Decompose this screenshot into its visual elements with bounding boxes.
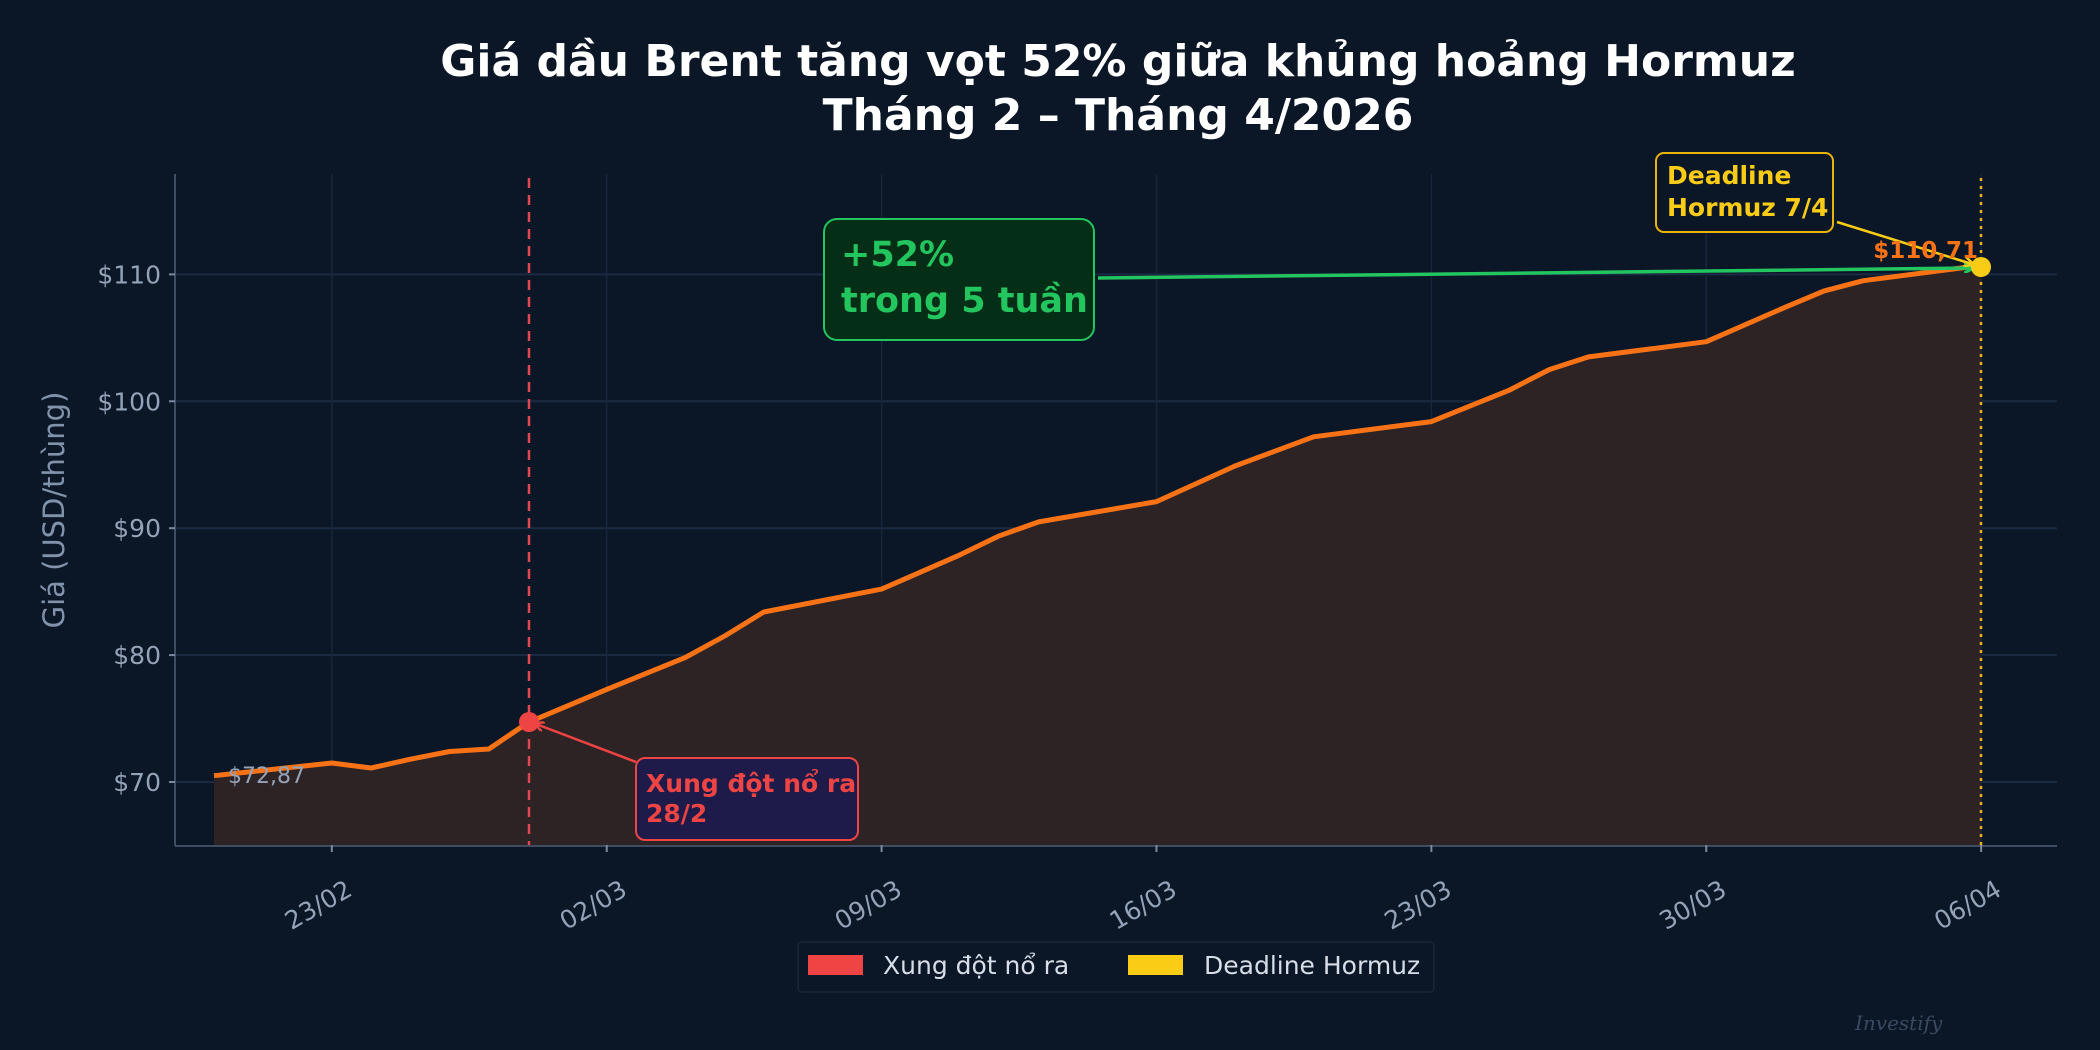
- x-tick-label: 23/03: [1379, 874, 1456, 935]
- start-value-label: $72,87: [228, 764, 305, 789]
- svg-text:Xung đột nổ ra: Xung đột nổ ra: [646, 768, 856, 798]
- svg-text:trong 5 tuần: trong 5 tuần: [841, 280, 1088, 321]
- svg-text:Deadline Hormuz: Deadline Hormuz: [1204, 951, 1420, 980]
- chart-subtitle: Tháng 2 – Tháng 4/2026: [823, 90, 1414, 141]
- legend-item-conflict: Xung đột nổ ra: [808, 951, 1069, 980]
- conflict-arrow: [536, 724, 637, 764]
- legend: Xung đột nổ ra Deadline Hormuz: [797, 941, 1435, 993]
- deadline-arrow: [1836, 220, 1972, 264]
- y-tick-label: $110: [97, 260, 161, 289]
- conflict-annotation: Xung đột nổ ra 28/2: [635, 757, 859, 841]
- end-value-label: $110,71: [1873, 238, 1978, 264]
- svg-text:+52%: +52%: [841, 235, 954, 275]
- svg-text:Deadline: Deadline: [1667, 161, 1791, 190]
- y-axis-label: Giá (USD/thùng): [37, 392, 71, 629]
- x-tick-label: 23/02: [280, 874, 357, 935]
- y-tick-label: $70: [113, 768, 161, 797]
- deadline-point: [1971, 257, 1991, 277]
- x-tick-label: 16/03: [1105, 874, 1182, 935]
- y-tick-label: $100: [97, 387, 161, 416]
- price-line: [213, 262, 1982, 779]
- legend-item-deadline: Deadline Hormuz: [1128, 951, 1420, 980]
- x-tick-label: 09/03: [830, 874, 907, 935]
- deadline-annotation: Deadline Hormuz 7/4: [1655, 152, 1834, 233]
- x-tick-label: 30/03: [1654, 874, 1731, 935]
- svg-text:28/2: 28/2: [646, 799, 707, 828]
- x-ticks: 23/02 02/03 09/03 16/03 23/03 30/03 06/04: [280, 845, 2006, 936]
- conflict-point: [519, 712, 539, 732]
- legend-swatch-yellow: [1128, 955, 1183, 975]
- svg-text:Hormuz 7/4: Hormuz 7/4: [1667, 193, 1828, 222]
- legend-swatch-red: [808, 955, 863, 975]
- price-area-fill: [214, 265, 1982, 845]
- gain-annotation: +52% trong 5 tuần: [823, 218, 1095, 341]
- y-tick-label: $90: [113, 514, 161, 543]
- gain-arrow: [1097, 268, 1972, 280]
- chart-title: Giá dầu Brent tăng vọt 52% giữa khủng ho…: [440, 36, 1795, 87]
- y-ticks: $70 $80 $90 $100 $110: [97, 260, 175, 797]
- x-tick-label: 02/03: [555, 874, 632, 935]
- y-tick-label: $80: [113, 641, 161, 670]
- watermark: Investify: [1854, 1011, 1943, 1035]
- x-tick-label: 06/04: [1929, 874, 2006, 935]
- svg-text:Xung đột nổ ra: Xung đột nổ ra: [883, 951, 1069, 980]
